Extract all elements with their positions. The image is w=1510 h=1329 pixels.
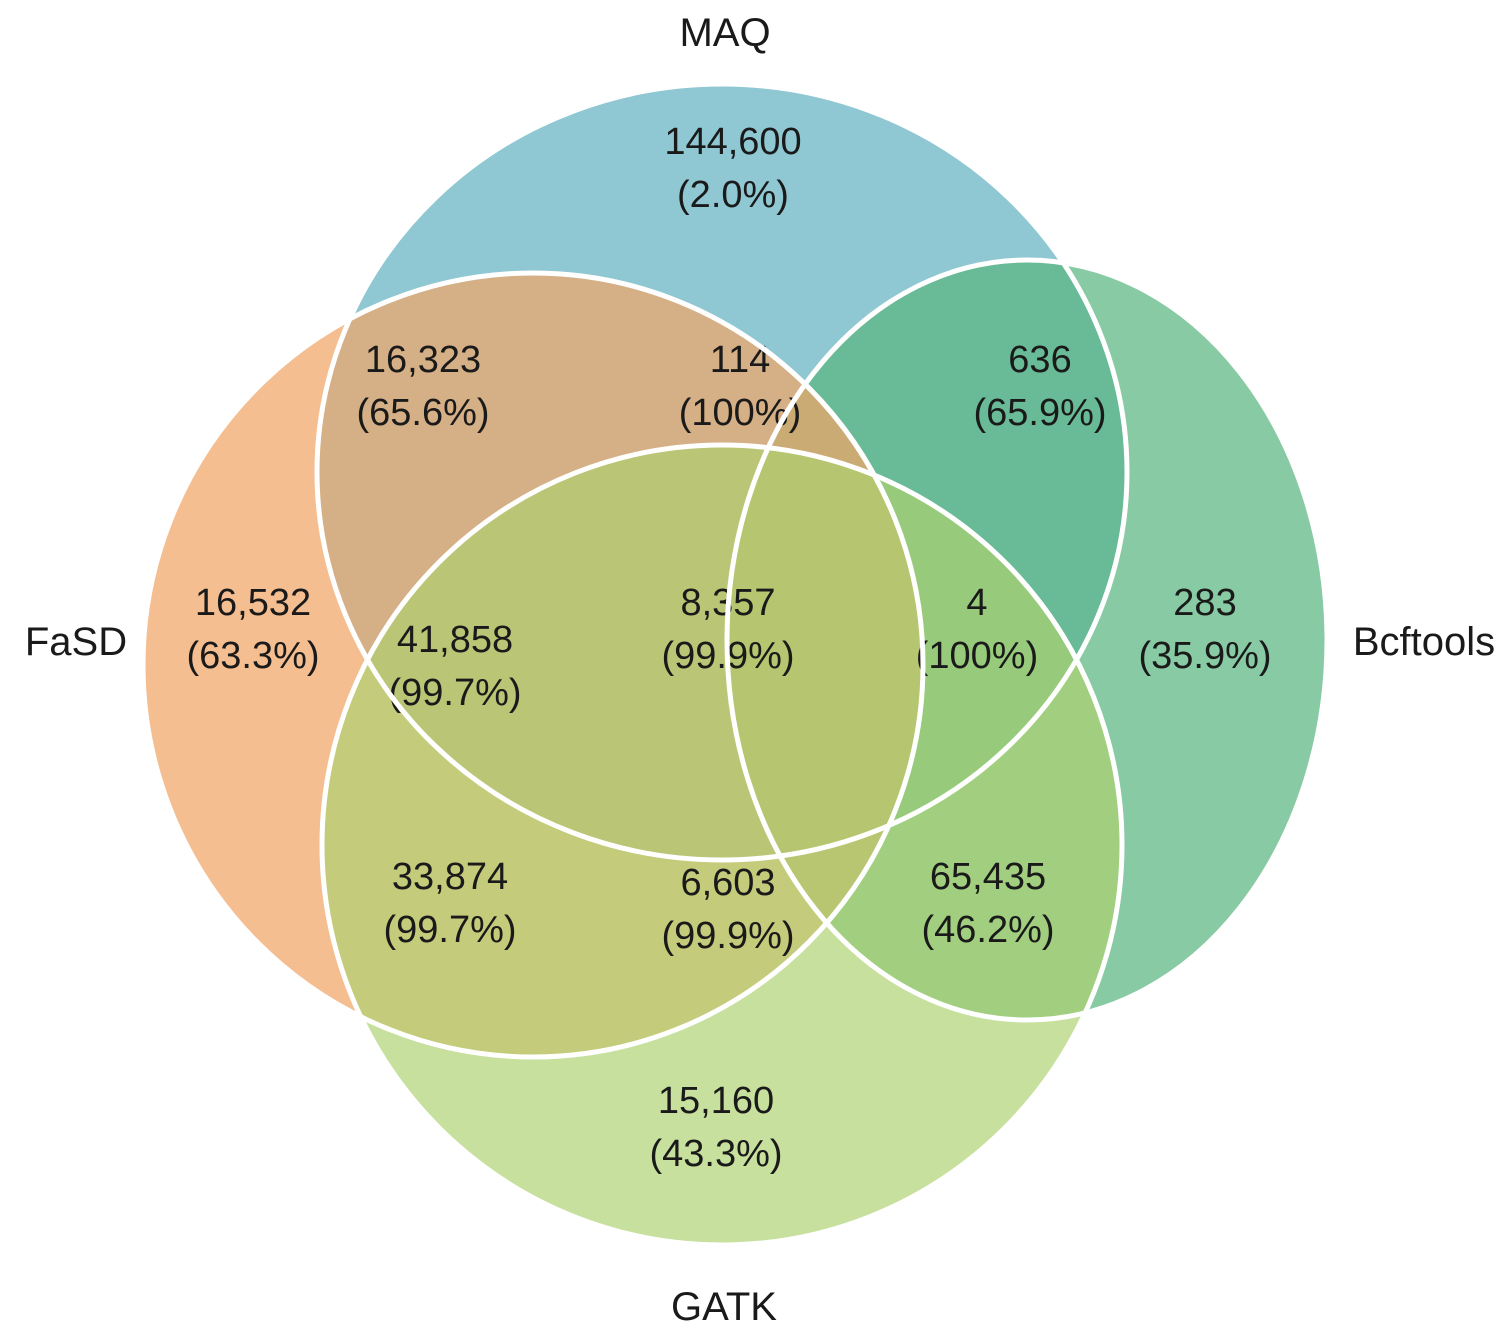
region-pct-bcftools-gatk: (46.2%) <box>921 909 1054 951</box>
set-label-gatk: GATK <box>671 1285 777 1329</box>
gatk-ellipse <box>322 445 1122 1245</box>
set-label-maq: MAQ <box>679 11 770 55</box>
bcftools-outline <box>724 257 1330 1023</box>
set-label-fasd: FaSD <box>25 620 127 664</box>
set-label-bcftools: Bcftools <box>1353 620 1495 664</box>
region-count-maq-bcftools: 636 <box>1008 339 1071 381</box>
region-pct-maq-only: (2.0%) <box>677 174 789 216</box>
region-count-gatk-only: 15,160 <box>658 1080 774 1122</box>
region-pct-fasd-gatk: (99.7%) <box>383 909 516 951</box>
region-labels: 144,600 (2.0%) 16,323 (65.6%) 114 (100%)… <box>186 121 1271 1175</box>
region-pct-fasd-maq-bcftools: (100%) <box>679 392 802 434</box>
region-count-bcftools-only: 283 <box>1173 582 1236 624</box>
region-count-maq-bcftools-gatk: 4 <box>966 582 987 624</box>
region-count-fasd-maq: 16,323 <box>365 339 481 381</box>
fasd-outline <box>140 270 926 1060</box>
region-pct-bcftools-only: (35.9%) <box>1138 635 1271 677</box>
region-count-fasd-only: 16,532 <box>195 582 311 624</box>
region-pct-maq-bcftools: (65.9%) <box>973 392 1106 434</box>
region-count-maq-only: 144,600 <box>664 121 801 163</box>
region-count-fasd-gatk: 33,874 <box>392 856 508 898</box>
region-pct-gatk-only: (43.3%) <box>649 1133 782 1175</box>
region-count-bcftools-gatk: 65,435 <box>930 856 1046 898</box>
set-shapes <box>143 84 1327 1245</box>
region-count-fasd-maq-gatk: 41,858 <box>397 619 513 661</box>
gatk-outline <box>319 442 1125 1248</box>
region-pct-fasd-only: (63.3%) <box>186 635 319 677</box>
region-count-fasd-bcftools-gatk: 6,603 <box>680 862 775 904</box>
maq-outline <box>314 81 1130 863</box>
set-outlines <box>140 81 1330 1248</box>
region-pct-fasd-maq: (65.6%) <box>356 392 489 434</box>
region-pct-fasd-bcftools-gatk: (99.9%) <box>661 915 794 957</box>
region-pct-maq-bcftools-gatk: (100%) <box>916 635 1039 677</box>
region-pct-fasd-maq-gatk: (99.7%) <box>388 672 521 714</box>
set-labels: MAQ Bcftools FaSD GATK <box>25 11 1495 1329</box>
